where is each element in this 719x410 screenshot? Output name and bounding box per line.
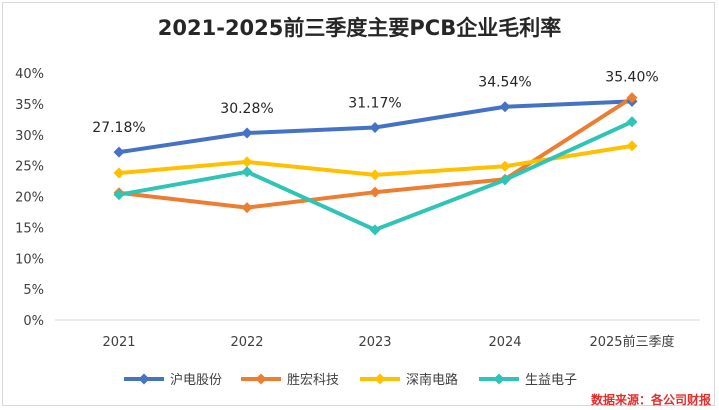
y-tick-label: 40%: [15, 67, 44, 82]
data-point-marker: [241, 202, 253, 214]
data-point-marker: [241, 166, 253, 178]
data-point-marker: [499, 101, 511, 113]
x-tick-label: 2021: [102, 335, 135, 350]
legend-label: 生益电子: [525, 373, 577, 388]
y-tick-label: 15%: [15, 221, 44, 236]
chart-title: 2021-2025前三季度主要PCB企业毛利率: [157, 16, 562, 40]
data-labels: 27.18% 30.28% 31.17% 34.54% 35.40%: [92, 69, 658, 136]
source-note: 数据来源：各公司财报: [590, 393, 711, 407]
data-point-marker: [499, 160, 511, 172]
legend-label: 胜宏科技: [287, 373, 339, 388]
data-point-marker: [369, 186, 381, 198]
legend-label: 深南电路: [406, 372, 458, 388]
x-tick-label: 2022: [230, 335, 263, 350]
y-tick-label: 25%: [15, 160, 44, 175]
legend-swatch-marker: [138, 373, 150, 385]
data-label: 30.28%: [220, 101, 273, 117]
series-lines: [113, 92, 638, 236]
data-point-marker: [369, 224, 381, 236]
x-tick-label: 2023: [358, 335, 391, 350]
y-tick-label: 35%: [15, 98, 44, 113]
data-label: 31.17%: [348, 96, 401, 112]
legend-swatch-marker: [493, 373, 505, 385]
legend: 沪电股份 胜宏科技 深南电路 生益电子: [124, 372, 577, 388]
data-point-marker: [113, 146, 125, 158]
data-point-marker: [113, 189, 125, 201]
x-axis: 2021 2022 2023 2024 2025前三季度: [55, 319, 700, 350]
legend-label: 沪电股份: [170, 372, 222, 388]
data-label: 34.54%: [478, 75, 531, 91]
y-axis: 0% 5% 10% 15% 20% 25% 30% 35% 40%: [15, 67, 44, 329]
data-label: 27.18%: [92, 120, 145, 136]
y-tick-label: 20%: [15, 191, 44, 206]
legend-swatch-marker: [255, 373, 267, 385]
data-point-marker: [113, 167, 125, 179]
data-point-marker: [241, 127, 253, 139]
legend-swatch-marker: [374, 373, 386, 385]
y-tick-label: 10%: [15, 252, 44, 267]
x-tick-label: 2025前三季度: [589, 334, 674, 350]
data-point-marker: [626, 92, 638, 104]
data-point-marker: [626, 116, 638, 128]
data-label: 35.40%: [605, 69, 658, 85]
data-point-marker: [241, 156, 253, 168]
x-tick-label: 2024: [488, 335, 521, 350]
y-tick-label: 0%: [23, 314, 44, 329]
chart-frame: [2, 2, 715, 406]
data-point-marker: [626, 140, 638, 152]
data-point-marker: [499, 174, 511, 186]
data-point-marker: [369, 122, 381, 134]
y-tick-label: 30%: [15, 129, 44, 144]
y-tick-label: 5%: [23, 283, 44, 298]
data-point-marker: [369, 169, 381, 181]
